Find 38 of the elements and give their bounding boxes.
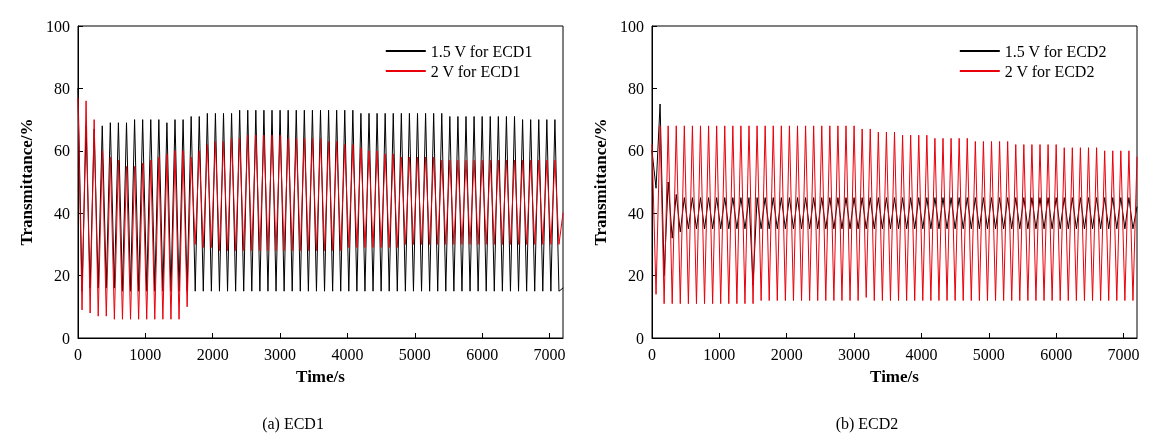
legend-label: 1.5 V for ECD1 [430,42,533,60]
text: (a) ECD1 [262,414,324,433]
x-tick-label: 6000 [1040,345,1073,363]
x-tick-label: 7000 [1107,345,1140,363]
x-tick-label: 4000 [331,345,364,363]
x-tick-label: 1000 [129,345,162,363]
y-tick-label: 80 [54,79,70,97]
x-tick-label: 5000 [398,345,431,363]
x-tick-label: 2000 [770,345,803,363]
y-tick-label: 40 [54,204,70,222]
y-axis-title: Transmittance/% [591,118,611,246]
x-tick-label: 1000 [703,345,736,363]
legend-label: 1.5 V for ECD2 [1004,42,1107,60]
x-tick-label: 4000 [905,345,938,363]
text: (b) ECD2 [835,414,899,433]
x-tick-label: 2000 [196,345,229,363]
y-tick-label: 0 [62,329,70,347]
x-tick-label: 3000 [838,345,871,363]
x-tick-label: 6000 [466,345,499,363]
y-tick-label: 100 [46,17,70,35]
y-tick-label: 40 [628,204,644,222]
x-tick-label: 0 [74,345,82,363]
legend-label: 2 V for ECD1 [430,62,521,80]
x-axis-title: Time/s [296,367,346,386]
x-tick-label: 5000 [972,345,1005,363]
y-tick-label: 20 [54,267,70,285]
y-tick-label: 20 [628,267,644,285]
y-tick-label: 100 [620,17,644,35]
y-tick-label: 0 [636,329,644,347]
x-tick-label: 0 [648,345,656,363]
x-tick-label: 7000 [533,345,566,363]
y-tick-label: 80 [628,79,644,97]
y-tick-label: 60 [54,142,70,160]
y-axis-title: Transmittance/% [17,118,37,246]
x-tick-label: 3000 [264,345,297,363]
y-tick-label: 60 [628,142,644,160]
legend-label: 2 V for ECD2 [1004,62,1095,80]
x-axis-title: Time/s [870,367,920,386]
